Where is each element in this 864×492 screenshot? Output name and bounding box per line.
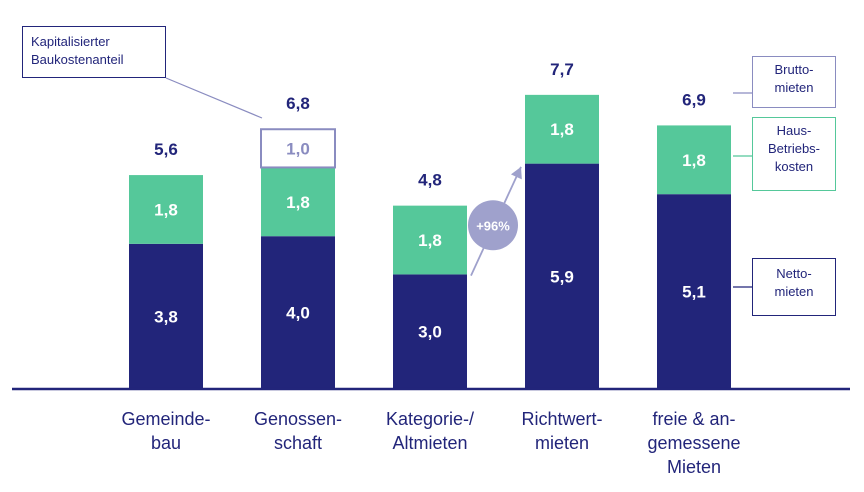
growth-badge — [468, 200, 518, 251]
data-label-betrieb: 1,8 — [154, 200, 178, 219]
data-label-netto: 5,9 — [550, 267, 574, 286]
legend-netto-label: Netto- mieten — [774, 266, 814, 299]
bar-segment-netto — [129, 243, 203, 389]
bar-segment-netto — [393, 274, 467, 389]
category-label: Gemeinde- — [121, 409, 210, 429]
data-label-netto: 4,0 — [286, 304, 310, 323]
data-label-netto: 5,1 — [682, 283, 706, 302]
category-label: schaft — [274, 433, 322, 453]
bar-segment-betrieb — [261, 167, 335, 237]
bar-segment-netto — [525, 163, 599, 389]
category-label: Genossen- — [254, 409, 342, 429]
bar-segment-netto — [657, 194, 731, 389]
bar-segment-betrieb — [129, 175, 203, 244]
data-label-betrieb: 1,8 — [286, 193, 310, 212]
total-label: 4,8 — [418, 171, 442, 190]
data-label-betrieb: 1,8 — [418, 231, 442, 250]
category-label: Richtwert- — [521, 409, 602, 429]
total-label: 6,9 — [682, 90, 706, 109]
category-label: Kategorie-/ — [386, 409, 474, 429]
data-label-netto: 3,8 — [154, 307, 178, 326]
category-label: gemessene — [647, 433, 740, 453]
legend-betriebskosten: Haus- Betriebs- kosten — [752, 117, 836, 191]
leader-line-kapitalisiert — [165, 77, 263, 119]
growth-badge-label: +96% — [476, 218, 510, 233]
data-label-netto: 3,0 — [418, 323, 442, 342]
bar-segment-betrieb — [657, 125, 731, 195]
total-label: 6,8 — [286, 94, 310, 113]
data-label-bau: 1,0 — [286, 139, 310, 158]
growth-arrow-head — [510, 166, 522, 180]
category-label: Mieten — [667, 457, 721, 477]
data-label-betrieb: 1,8 — [550, 120, 574, 139]
total-label: 7,7 — [550, 60, 574, 79]
legend-haus-label: Haus- Betriebs- kosten — [767, 123, 821, 174]
legend-bruttomieten: Brutto- mieten — [752, 56, 836, 108]
legend-nettomieten: Netto- mieten — [752, 258, 836, 316]
bar-segment-betrieb — [525, 94, 599, 164]
legend-kapitalisierter-label: Kapitalisierter Baukostenanteil — [31, 34, 124, 67]
legend-brutto-label: Brutto- mieten — [774, 62, 814, 95]
category-label: Altmieten — [392, 433, 467, 453]
bar-segment-betrieb — [393, 205, 467, 275]
category-label: mieten — [535, 433, 589, 453]
data-label-betrieb: 1,8 — [682, 151, 706, 170]
category-label: freie & an- — [652, 409, 735, 429]
category-label: bau — [151, 433, 181, 453]
legend-kapitalisierter-baukostenanteil: Kapitalisierter Baukostenanteil — [22, 26, 166, 78]
bar-segment-netto — [261, 236, 335, 389]
bar-segment-bau — [260, 128, 336, 169]
total-label: 5,6 — [154, 140, 178, 159]
